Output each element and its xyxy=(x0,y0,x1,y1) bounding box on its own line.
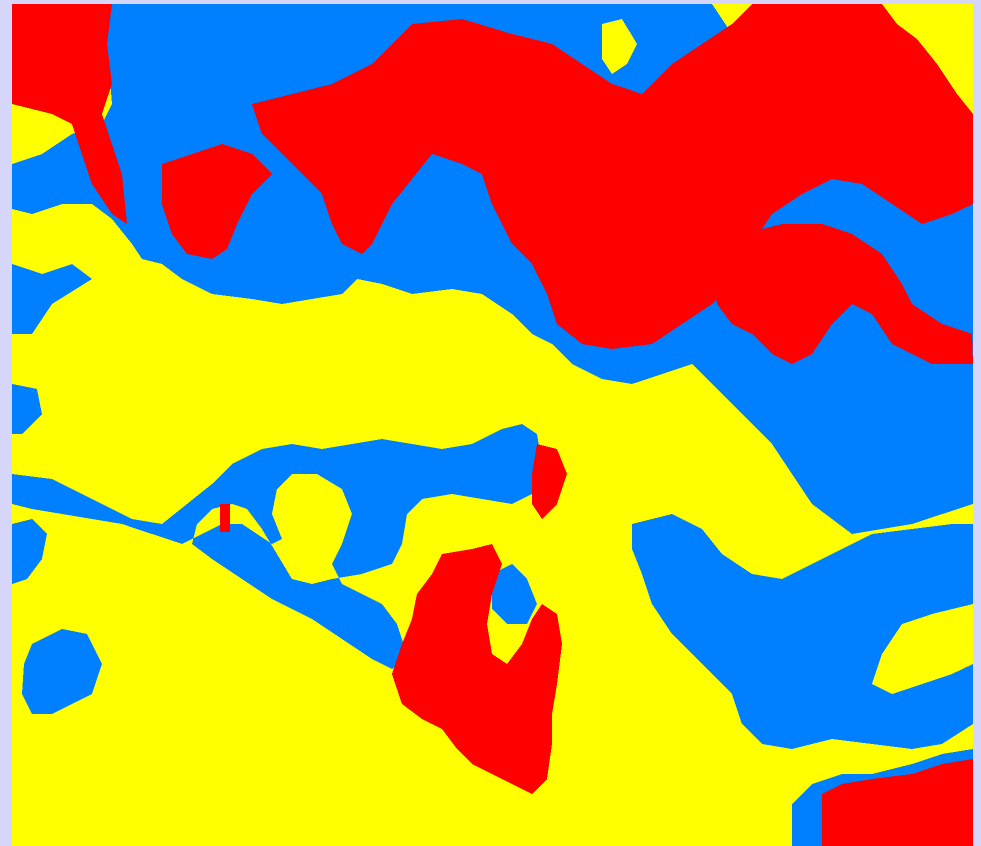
classified-raster-map xyxy=(12,4,973,846)
map-frame xyxy=(12,4,973,846)
red-region-small-dot xyxy=(220,504,230,532)
